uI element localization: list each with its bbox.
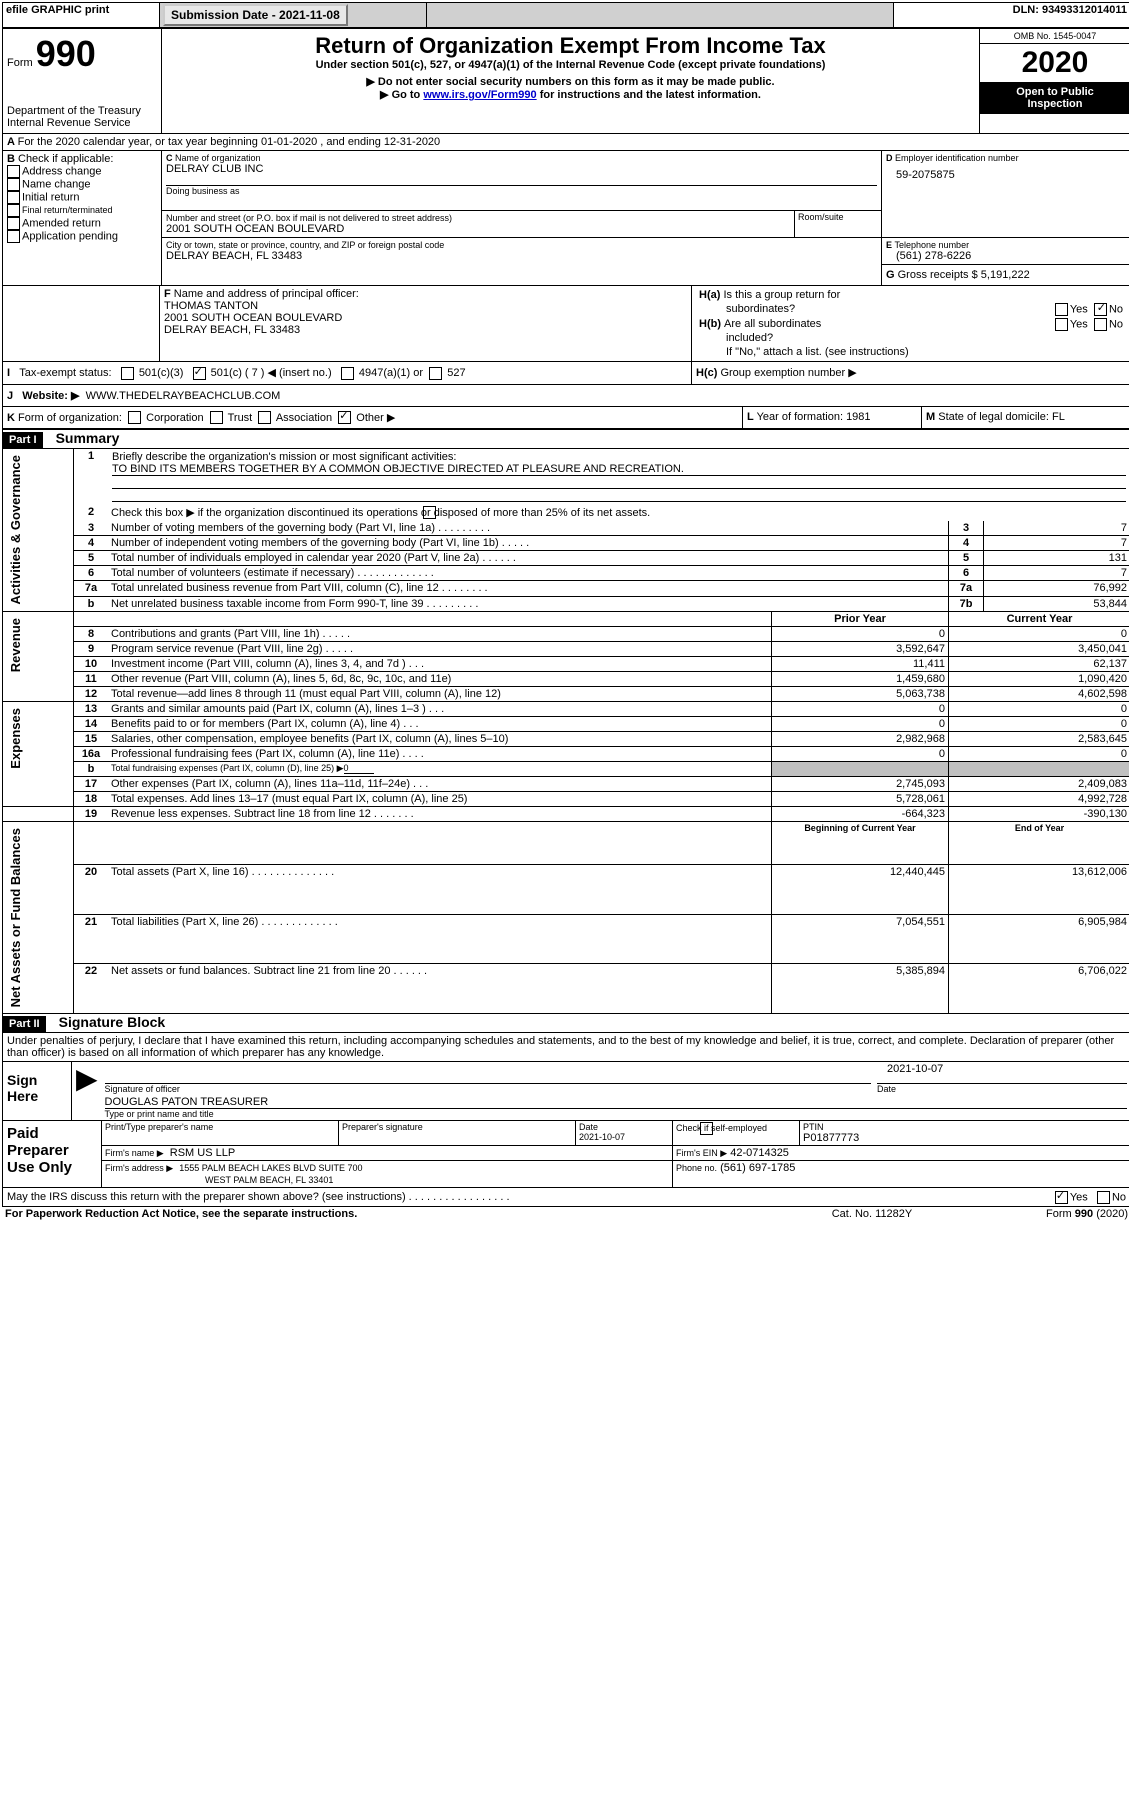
v5: 131 [984, 550, 1129, 565]
chk-address[interactable] [7, 165, 20, 178]
dln: DLN: 93493312014011 [1013, 4, 1127, 16]
gross-receipts: 5,191,222 [981, 269, 1030, 281]
v7a: 76,992 [984, 581, 1129, 596]
f-lbl: Name and address of principal officer: [174, 288, 359, 300]
chk-amended[interactable] [7, 217, 20, 230]
dba-lbl: Doing business as [166, 185, 877, 196]
irs: Internal Revenue Service [7, 117, 157, 129]
firm-ein: 42-0714325 [730, 1147, 789, 1159]
header: Form 990 Department of the Treasury Inte… [2, 28, 1129, 134]
e-lbl: Telephone number [895, 240, 970, 250]
officer-print: DOUGLAS PATON TREASURER [105, 1096, 1127, 1109]
tax-year: 2020 [980, 44, 1129, 82]
discuss-no[interactable] [1097, 1191, 1110, 1204]
sub3a: ▶ Go to [380, 89, 423, 101]
hb-no[interactable] [1094, 318, 1107, 331]
g-lbl: Gross receipts $ [898, 269, 978, 281]
chk-4947[interactable] [341, 367, 354, 380]
chk-final[interactable] [7, 204, 20, 217]
room-lbl: Room/suite [795, 211, 882, 238]
ptin: P01877773 [803, 1132, 1127, 1144]
chk-name[interactable] [7, 178, 20, 191]
officer-addr1: 2001 SOUTH OCEAN BOULEVARD [164, 312, 687, 324]
sig-date: 2021-10-07 [877, 1063, 1127, 1084]
chk-assoc[interactable] [258, 411, 271, 424]
chk-application[interactable] [7, 230, 20, 243]
inspection: Inspection [984, 98, 1126, 110]
ha-yes[interactable] [1055, 303, 1068, 316]
form-word: Form [7, 57, 33, 69]
section-b-g: B Check if applicable: Address change Na… [2, 151, 1129, 286]
discuss-yes[interactable] [1055, 1191, 1068, 1204]
vtxt-rev: Revenue [6, 613, 25, 677]
section-i: I Tax-exempt status: 501(c)(3) 501(c) ( … [2, 362, 1129, 385]
chk-trust[interactable] [210, 411, 223, 424]
v4: 7 [984, 535, 1129, 550]
sub1: Under section 501(c), 527, or 4947(a)(1)… [166, 59, 975, 71]
year-formation: 1981 [846, 411, 870, 423]
chk-501c3[interactable] [121, 367, 134, 380]
firm-addr2: WEST PALM BEACH, FL 33401 [105, 1175, 333, 1185]
officer-addr2: DELRAY BEACH, FL 33483 [164, 324, 687, 336]
part1-hdr: Part I [3, 432, 43, 448]
part2-hdr: Part II [3, 1016, 46, 1032]
vtxt-exp: Expenses [6, 703, 25, 774]
firm-phone: (561) 697-1785 [720, 1162, 795, 1174]
section-f-h: F Name and address of principal officer:… [2, 286, 1129, 362]
d-lbl: Employer identification number [895, 153, 1019, 163]
form990-link[interactable]: www.irs.gov/Form990 [423, 89, 536, 101]
website: WWW.THEDELRAYBEACHCLUB.COM [86, 390, 281, 402]
omb: OMB No. 1545-0047 [980, 29, 1129, 44]
firm-addr1: 1555 PALM BEACH LAKES BLVD SUITE 700 [179, 1163, 362, 1173]
firm-name: RSM US LLP [170, 1147, 235, 1159]
chk-corp[interactable] [128, 411, 141, 424]
chk-501c[interactable] [193, 367, 206, 380]
hb-yes[interactable] [1055, 318, 1068, 331]
open-public: Open to Public [984, 86, 1126, 98]
state-domicile: FL [1052, 411, 1065, 423]
chk-other[interactable] [338, 411, 351, 424]
mission: TO BIND ITS MEMBERS TOGETHER BY A COMMON… [112, 463, 1126, 476]
phone: (561) 278-6226 [896, 250, 1126, 262]
submission-date[interactable]: Submission Date - 2021-11-08 [163, 4, 348, 26]
chk-initial[interactable] [7, 191, 20, 204]
c-name-lbl: Name of organization [175, 153, 261, 163]
line-a: For the 2020 calendar year, or tax year … [18, 136, 441, 148]
title: Return of Organization Exempt From Incom… [166, 33, 975, 59]
dept: Department of the Treasury [7, 105, 157, 117]
form-number: 990 [36, 33, 96, 74]
v6: 7 [984, 566, 1129, 581]
street-lbl: Number and street (or P.O. box if mail i… [166, 213, 790, 223]
chk-self-employed[interactable] [700, 1122, 713, 1135]
vtxt-actgov: Activities & Governance [6, 450, 25, 610]
sub3b: for instructions and the latest informat… [540, 89, 761, 101]
city-lbl: City or town, state or province, country… [166, 240, 877, 250]
perjury: Under penalties of perjury, I declare th… [2, 1033, 1129, 1062]
vtxt-nab: Net Assets or Fund Balances [6, 823, 25, 1012]
h-note: If "No," attach a list. (see instruction… [696, 345, 1126, 359]
chk-discontinued[interactable] [423, 506, 436, 519]
paid-preparer: Paid Preparer Use Only Print/Type prepar… [2, 1121, 1129, 1188]
org-name: DELRAY CLUB INC [166, 163, 877, 175]
v7b: 53,844 [984, 596, 1129, 611]
v3: 7 [984, 521, 1129, 536]
ha-no[interactable] [1094, 303, 1107, 316]
ein: 59-2075875 [896, 169, 1126, 181]
b-lbl: Check if applicable: [18, 153, 113, 165]
chk-527[interactable] [429, 367, 442, 380]
street: 2001 SOUTH OCEAN BOULEVARD [166, 223, 790, 235]
topbar: efile GRAPHIC print Submission Date - 20… [2, 2, 1129, 28]
footer: For Paperwork Reduction Act Notice, see … [2, 1207, 1129, 1221]
officer-name: THOMAS TANTON [164, 300, 687, 312]
city: DELRAY BEACH, FL 33483 [166, 250, 877, 262]
sub2: ▶ Do not enter social security numbers o… [166, 75, 975, 88]
summary-table: Activities & Governance 1 Briefly descri… [2, 449, 1129, 1014]
efile-label: efile GRAPHIC print [6, 4, 109, 16]
sign-here: Sign Here ▶ Signature of officer 2021-10… [2, 1062, 1129, 1121]
